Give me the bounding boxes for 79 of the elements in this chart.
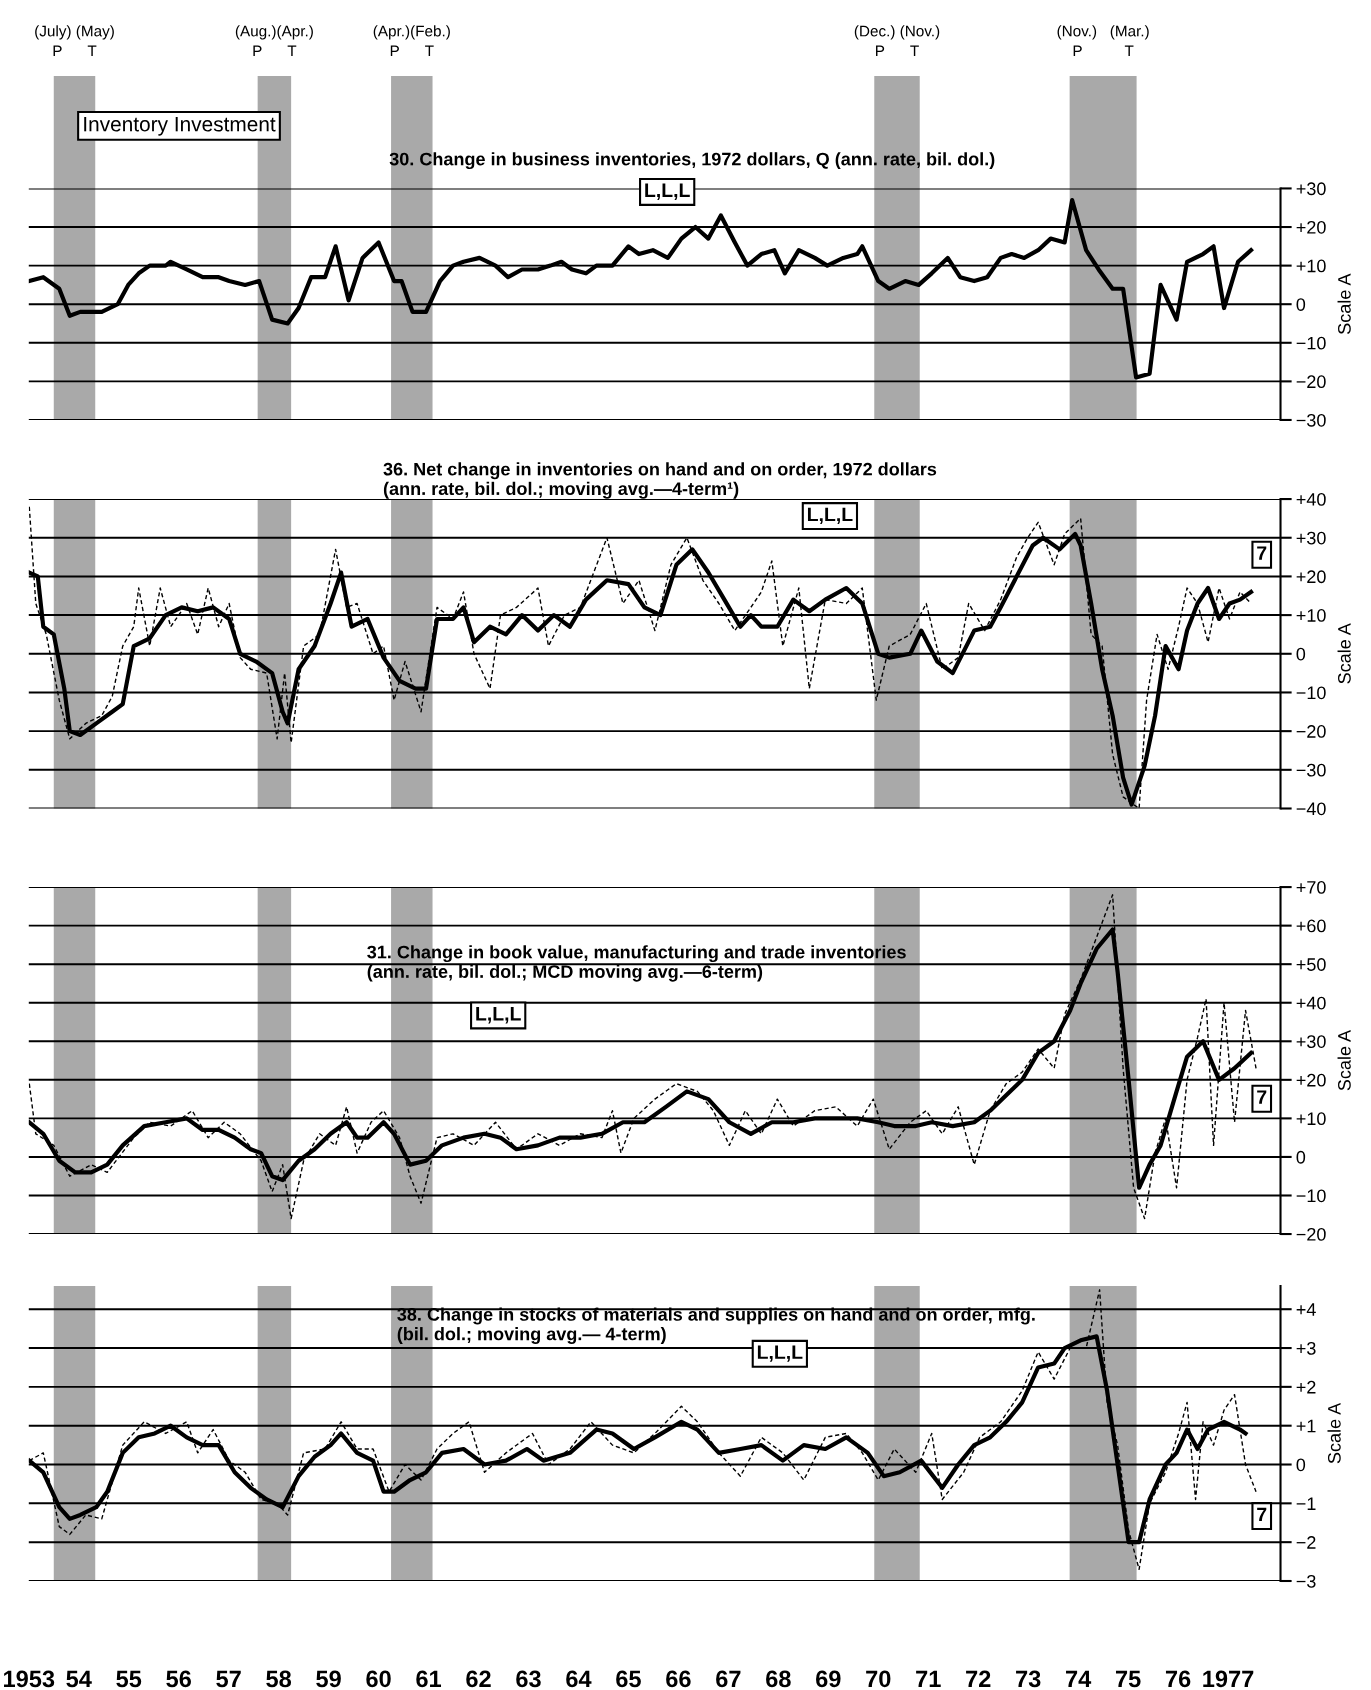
y-axis-title: Scale A xyxy=(1337,623,1351,684)
band-label: (Nov.) (Mar.) P T xyxy=(1057,25,1149,57)
y-tick-label: +50 xyxy=(1296,958,1326,971)
x-tick-label: 69 xyxy=(816,1670,841,1688)
y-tick-label: 0 xyxy=(1296,1458,1306,1472)
annotation: 7 xyxy=(1257,546,1267,560)
chart-title: 36. Net change in inventories on hand and on order, 1972 dollars (ann. rate, bil. dol.; moving avg.—4-term¹) xyxy=(383,462,937,499)
band-label: (Dec.) (Nov.) P T xyxy=(854,25,940,57)
y-tick-label: +60 xyxy=(1296,919,1326,933)
annotation: 7 xyxy=(1257,1090,1267,1104)
y-tick-label: −3 xyxy=(1296,1574,1316,1588)
x-tick-label: 71 xyxy=(916,1670,941,1687)
y-axis-title: Scale A xyxy=(1327,1402,1341,1464)
x-tick-label: 62 xyxy=(466,1670,491,1688)
x-tick-label: 59 xyxy=(316,1670,341,1688)
y-tick-label: −10 xyxy=(1296,686,1326,700)
chart-title: Inventory Investment xyxy=(84,116,276,136)
y-tick-label: +40 xyxy=(1296,492,1326,506)
x-tick-label: 73 xyxy=(1016,1670,1041,1688)
y-tick-label: +30 xyxy=(1296,1035,1326,1048)
y-tick-label: −30 xyxy=(1296,413,1326,427)
y-tick-label: +10 xyxy=(1296,259,1326,273)
x-tick-label: 65 xyxy=(616,1670,641,1688)
x-tick-label: 1953 xyxy=(4,1670,55,1688)
x-tick-label: 70 xyxy=(866,1670,891,1688)
y-tick-label: 0 xyxy=(1296,298,1306,311)
x-tick-label: 1977 xyxy=(1203,1670,1254,1688)
band-label: (Aug.)(Apr.) P T xyxy=(235,25,313,57)
y-tick-label: −20 xyxy=(1296,1227,1326,1241)
y-tick-label: +10 xyxy=(1296,1112,1326,1126)
y-tick-label: +20 xyxy=(1296,1073,1326,1087)
y-tick-label: +10 xyxy=(1296,609,1326,622)
y-tick-label: 0 xyxy=(1296,647,1306,661)
x-tick-label: 75 xyxy=(1115,1670,1141,1688)
y-tick-label: −20 xyxy=(1296,375,1326,389)
y-tick-label: −30 xyxy=(1296,763,1326,777)
y-tick-label: +2 xyxy=(1296,1380,1316,1394)
band-label: (July) (May) P T xyxy=(35,25,114,57)
annotation: L,L,L xyxy=(645,183,690,200)
y-tick-label: +30 xyxy=(1296,531,1326,545)
x-tick-label: 54 xyxy=(66,1670,92,1688)
x-tick-label: 56 xyxy=(166,1670,191,1688)
annotation: L,L,L xyxy=(757,1345,803,1362)
y-tick-label: +20 xyxy=(1296,570,1326,584)
y-tick-label: +70 xyxy=(1296,881,1326,894)
x-tick-label: 66 xyxy=(666,1670,691,1688)
y-tick-label: +3 xyxy=(1296,1341,1316,1355)
x-tick-label: 61 xyxy=(416,1670,442,1688)
y-tick-label: +4 xyxy=(1296,1303,1316,1316)
y-tick-label: −10 xyxy=(1296,1189,1326,1203)
y-tick-label: +1 xyxy=(1296,1419,1316,1433)
x-tick-label: 60 xyxy=(366,1670,391,1688)
annotation: L,L,L xyxy=(807,507,853,525)
y-tick-label: +20 xyxy=(1296,220,1326,234)
band-label: (Apr.)(Feb.) P T xyxy=(373,25,450,57)
y-tick-label: +30 xyxy=(1296,182,1326,196)
y-tick-label: −2 xyxy=(1296,1536,1316,1549)
x-tick-label: 67 xyxy=(716,1670,741,1688)
x-tick-label: 64 xyxy=(566,1670,592,1688)
annotation: L,L,L xyxy=(476,1007,521,1024)
y-tick-label: −1 xyxy=(1296,1497,1316,1510)
x-tick-label: 58 xyxy=(266,1670,292,1688)
x-tick-label: 74 xyxy=(1066,1670,1092,1687)
text: 31. Change in book value, manufacturing and trade inventories (ann. rate, bil. dol.; MCD moving avg.—6-term) xyxy=(367,945,906,982)
y-axis-title: Scale A xyxy=(1337,1029,1351,1091)
x-tick-label: 76 xyxy=(1165,1670,1191,1688)
chart-subtitle: 30. Change in business inventories, 1972 dollars, Q (ann. rate, bil. dol.) xyxy=(389,152,995,170)
y-axis-title: Scale A xyxy=(1337,273,1351,334)
y-tick-label: 0 xyxy=(1296,1150,1306,1164)
annotation: 7 xyxy=(1257,1507,1267,1522)
x-tick-label: 72 xyxy=(966,1670,991,1687)
x-tick-label: 68 xyxy=(766,1670,791,1688)
y-tick-label: −40 xyxy=(1296,802,1326,816)
y-tick-label: −20 xyxy=(1296,725,1326,738)
x-tick-label: 63 xyxy=(516,1670,541,1688)
y-tick-label: +40 xyxy=(1296,996,1326,1010)
x-tick-label: 55 xyxy=(116,1670,142,1688)
y-tick-label: −10 xyxy=(1296,336,1326,350)
x-tick-label: 57 xyxy=(216,1670,241,1688)
